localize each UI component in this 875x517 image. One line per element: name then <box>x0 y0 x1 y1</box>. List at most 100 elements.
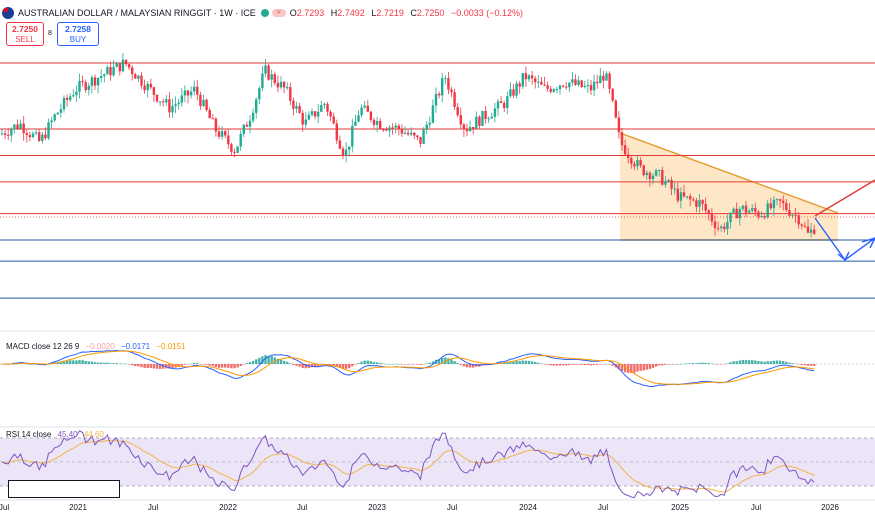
signal-line <box>2 350 815 385</box>
macd-histogram-bar <box>211 364 214 367</box>
candle-body <box>478 116 481 126</box>
macd-legend[interactable]: MACD close 12 26 9 −0.0020 −0.0171 −0.01… <box>6 342 190 351</box>
macd-histogram-bar <box>96 362 100 364</box>
candle-body <box>803 225 807 227</box>
candle-body <box>766 203 769 218</box>
candle-body <box>118 63 121 72</box>
macd-histogram-bar <box>561 364 565 366</box>
candle-body <box>202 99 205 107</box>
macd-histogram-bar <box>270 356 273 364</box>
candle-body <box>65 97 69 100</box>
macd-histogram-bar <box>171 364 174 369</box>
candle-body <box>760 216 763 218</box>
candle-body <box>106 67 109 75</box>
candle-body <box>134 74 137 79</box>
candle-body <box>633 163 636 167</box>
candle-body <box>357 115 360 122</box>
macd-histogram-bar <box>124 363 128 365</box>
macd-histogram-bar <box>158 364 162 369</box>
buy-button[interactable]: 2.7258 BUY <box>57 22 99 46</box>
change-badge: ≈ <box>271 9 286 17</box>
candle-body <box>72 95 75 97</box>
macd-histogram-bar <box>180 364 183 366</box>
candle-body <box>695 200 698 207</box>
candle-body <box>295 105 298 109</box>
macd-histogram-bar <box>379 363 382 364</box>
candle-body <box>19 123 22 129</box>
candle-body <box>778 199 782 201</box>
candle-body <box>158 101 162 103</box>
candle-body <box>512 89 515 96</box>
macd-histogram-bar <box>472 364 475 368</box>
macd-histogram-bar <box>115 363 118 364</box>
candle-body <box>292 100 295 109</box>
candle-body <box>162 101 165 103</box>
macd-histogram-bar <box>462 364 466 367</box>
macd-histogram-bar <box>382 363 385 365</box>
candle-body <box>704 203 707 211</box>
macd-histogram-bar <box>267 355 270 364</box>
macd-histogram-bar <box>726 363 729 364</box>
candle-body <box>447 78 450 90</box>
candle-body <box>509 89 512 97</box>
macd-histogram-bar <box>751 360 754 364</box>
macd-histogram-bar <box>103 362 106 364</box>
candle-body <box>3 133 7 136</box>
macd-histogram-bar <box>137 364 140 367</box>
candle-body <box>394 125 397 128</box>
macd-histogram-bar <box>220 364 224 368</box>
candle-body <box>670 180 673 189</box>
macd-histogram-bar <box>93 362 97 364</box>
macd-histogram-bar <box>143 364 146 368</box>
candle-body <box>388 127 391 131</box>
macd-histogram-bar <box>196 363 199 364</box>
macd-histogram-bar <box>428 362 431 364</box>
macd-histogram-bar <box>800 364 803 365</box>
candle-body <box>385 129 388 131</box>
macd-histogram-bar <box>100 362 103 364</box>
candle-body <box>726 222 729 230</box>
macd-histogram-bar <box>549 364 552 366</box>
macd-histogram-bar <box>242 364 245 365</box>
breakout-projection-arrow[interactable] <box>814 179 875 217</box>
candle-body <box>137 75 140 79</box>
macd-histogram-bar <box>341 364 345 369</box>
candle-body <box>28 135 32 138</box>
candle-body <box>596 81 599 84</box>
candle-body <box>264 65 267 74</box>
macd-histogram-bar <box>692 363 695 364</box>
candle-body <box>317 111 320 117</box>
triangle-top-line[interactable] <box>619 132 839 214</box>
candle-body <box>177 102 180 105</box>
macd-histogram-bar <box>757 361 760 364</box>
annotation-box[interactable] <box>8 480 120 498</box>
macd-histogram-bar <box>177 364 180 367</box>
sell-button[interactable]: 2.7250 SELL <box>6 22 44 46</box>
candle-body <box>524 73 528 80</box>
candle-body <box>481 110 484 126</box>
macd-histogram-bar <box>391 363 394 365</box>
macd-histogram-bar <box>589 364 593 366</box>
candle-body <box>636 160 639 167</box>
candle-body <box>220 131 224 137</box>
candle-body <box>406 132 410 135</box>
x-tick-label: Jul <box>296 503 308 512</box>
macd-histogram-bar <box>140 364 143 368</box>
candle-body <box>658 170 661 172</box>
symbol-title[interactable]: AUSTRALIAN DOLLAR / MALAYSIAN RINGGIT · … <box>18 8 256 18</box>
macd-histogram-bar <box>251 360 255 364</box>
candle-body <box>245 124 249 127</box>
candle-body <box>729 212 732 223</box>
macd-title: MACD close 12 26 9 <box>6 342 80 351</box>
macd-histogram-bar <box>332 364 335 366</box>
candle-body <box>741 205 745 209</box>
candle-body <box>397 125 400 130</box>
macd-histogram-bar <box>174 364 177 368</box>
candle-body <box>549 88 552 92</box>
macd-histogram-bar <box>422 364 425 365</box>
candle-body <box>592 81 596 91</box>
rsi-legend[interactable]: RSI 14 close 45.40 44.60 <box>6 430 108 439</box>
candle-body <box>304 119 307 125</box>
macd-histogram-bar <box>754 360 757 364</box>
